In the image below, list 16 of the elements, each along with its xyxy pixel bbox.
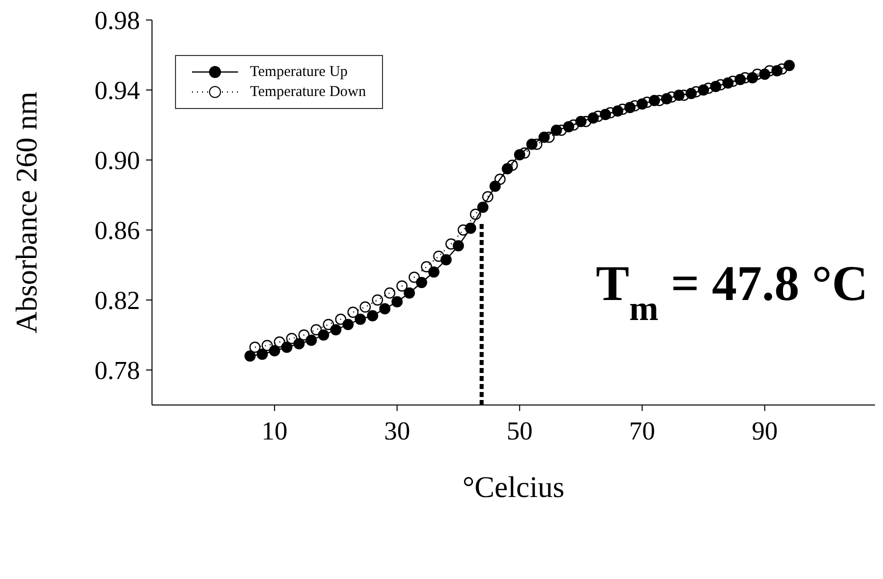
x-tick-label: 70 xyxy=(629,416,656,446)
y-tick-label: 0.82 xyxy=(94,286,140,316)
x-tick-label: 90 xyxy=(752,416,778,446)
y-tick-label: 0.94 xyxy=(94,76,140,106)
legend-label: Temperature Down xyxy=(250,83,366,102)
y-tick-label: 0.90 xyxy=(94,146,140,176)
x-axis-title: °Celcius xyxy=(462,471,564,504)
x-tick-label: 30 xyxy=(384,416,410,446)
y-axis-title: Absorbance 260 nm xyxy=(10,92,44,334)
x-tick-label: 10 xyxy=(262,416,288,446)
annotation: T$_{m}$ = 47.8 °C xyxy=(596,255,868,328)
y-tick-label: 0.78 xyxy=(94,356,140,386)
legend-label: Temperature Up xyxy=(250,63,348,82)
y-tick-label: 0.98 xyxy=(94,6,140,36)
x-tick-label: 50 xyxy=(506,416,533,446)
y-tick-label: 0.86 xyxy=(94,216,140,246)
